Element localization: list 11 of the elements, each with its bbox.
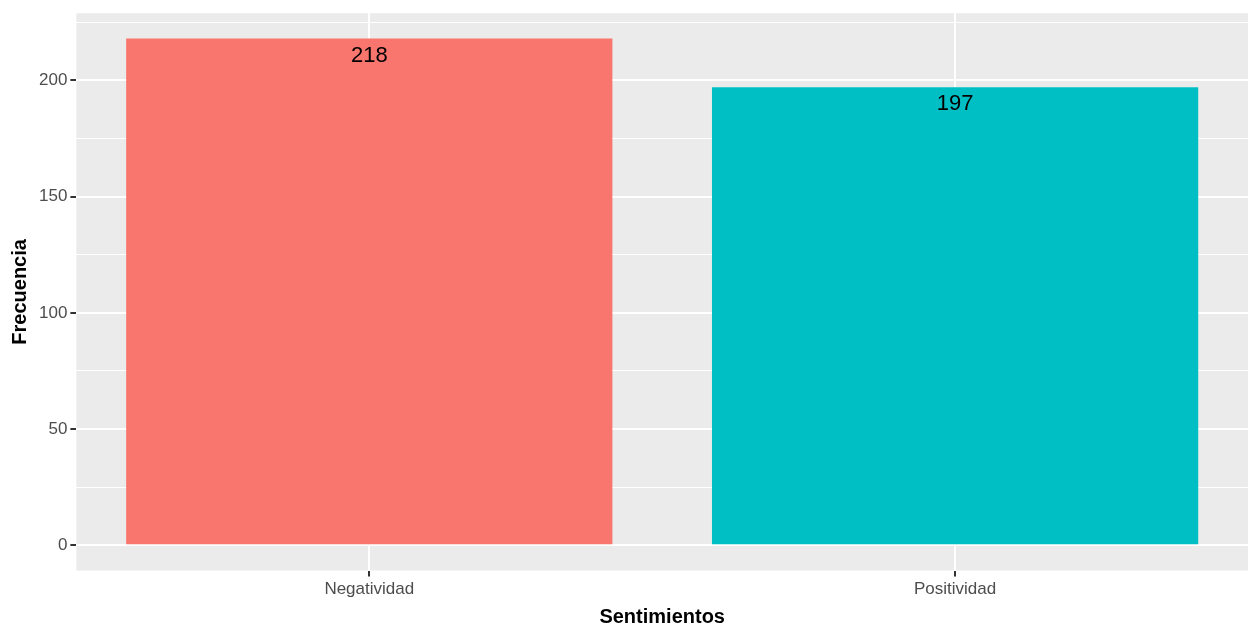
y-tick-label: 200: [38, 70, 68, 90]
x-axis-title: Sentimientos: [599, 604, 725, 627]
y-tick-label: 150: [38, 186, 68, 206]
data-label: 197: [936, 90, 974, 116]
data-label: 218: [350, 41, 388, 67]
y-tick-label: 50: [48, 418, 68, 438]
x-tick-label: Negatividad: [324, 579, 415, 599]
y-axis-title: Frecuencia: [7, 238, 30, 345]
x-tick-label: Positividad: [913, 579, 997, 599]
y-tick-label: 0: [57, 534, 68, 554]
y-tick-label: 100: [38, 302, 68, 322]
